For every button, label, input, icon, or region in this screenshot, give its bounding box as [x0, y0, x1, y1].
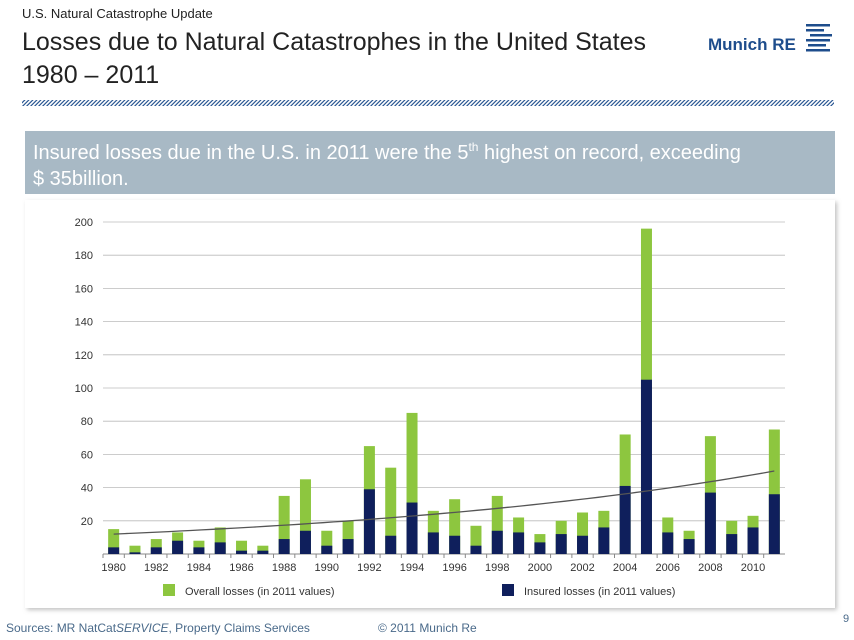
- y-tick-label: 60: [81, 449, 93, 461]
- bar: [449, 535, 461, 554]
- x-tick-label: 2004: [613, 562, 637, 574]
- bar: [577, 512, 589, 554]
- legend-label: Overall losses (in 2011 values): [185, 586, 335, 598]
- y-tick-label: 40: [81, 483, 93, 495]
- x-tick-label: 2000: [528, 562, 552, 574]
- bar: [363, 489, 375, 554]
- bar: [257, 550, 269, 554]
- bar: [236, 550, 248, 554]
- x-tick-label: 1998: [485, 562, 509, 574]
- title: 1980 – 2011: [22, 61, 159, 89]
- bar: [406, 502, 418, 554]
- bar: [491, 495, 503, 554]
- bar: [640, 379, 652, 554]
- title: Losses due to Natural Catastrophes in th…: [22, 28, 646, 56]
- bar: [108, 547, 120, 554]
- bar: [129, 552, 141, 554]
- bar: [108, 529, 120, 554]
- bar: [619, 485, 631, 554]
- trend-line: [113, 470, 775, 535]
- source: Sources: MR NatCatSERVICE, Property Clai…: [6, 621, 310, 635]
- bar: [577, 535, 589, 554]
- bar: [513, 532, 525, 554]
- x-tick-label: 1982: [144, 562, 168, 574]
- banner-text: $ 35billion.: [33, 168, 129, 190]
- bar: [342, 539, 354, 554]
- bar: [214, 527, 226, 554]
- divider: [22, 100, 834, 106]
- bar: [193, 547, 205, 554]
- bar: [150, 547, 162, 554]
- copyright: © 2011 Munich Re: [378, 621, 477, 635]
- bar: [534, 542, 546, 554]
- x-tick-label: 1988: [272, 562, 296, 574]
- y-tick-label: 180: [75, 250, 93, 262]
- bar: [299, 530, 311, 554]
- bar: [129, 545, 141, 554]
- logo: Munich RE: [708, 35, 796, 54]
- x-tick-label: 1990: [315, 562, 339, 574]
- bar: [768, 429, 780, 554]
- bar: [662, 532, 674, 554]
- x-tick-label: 1980: [101, 562, 125, 574]
- bar: [172, 540, 184, 554]
- x-tick-label: 2002: [570, 562, 594, 574]
- bar: [385, 467, 397, 554]
- y-tick-label: 140: [75, 317, 93, 329]
- legend-swatch: [163, 584, 175, 596]
- bar: [257, 545, 269, 554]
- x-tick-label: 1996: [442, 562, 466, 574]
- y-tick-label: 120: [75, 350, 93, 362]
- bar: [385, 535, 397, 554]
- y-tick-label: 160: [75, 283, 93, 295]
- page-number: 9: [843, 613, 849, 625]
- x-tick-label: 2008: [698, 562, 722, 574]
- bar: [278, 539, 290, 554]
- y-tick-label: 20: [81, 516, 93, 528]
- x-tick-label: 1992: [357, 562, 381, 574]
- legend-label: Insured losses (in 2011 values): [524, 586, 675, 598]
- x-tick-label: 1984: [187, 562, 211, 574]
- bar: [342, 520, 354, 554]
- y-tick-label: 100: [75, 383, 93, 395]
- bar: [683, 539, 695, 554]
- banner: [25, 131, 835, 194]
- bar: [598, 527, 610, 554]
- logo-icon: [806, 24, 832, 52]
- bar: [427, 532, 439, 554]
- bar: [470, 545, 482, 554]
- bar: [726, 534, 738, 554]
- bar: [321, 530, 333, 554]
- bar: [449, 499, 461, 554]
- bar: [491, 530, 503, 554]
- bar: [768, 494, 780, 554]
- bar: [555, 534, 567, 554]
- banner-text: Insured losses due in the U.S. in 2011 w…: [33, 140, 741, 164]
- y-tick-label: 80: [81, 416, 93, 428]
- bar: [321, 545, 333, 554]
- bar: [747, 527, 759, 554]
- y-tick-label: 200: [75, 217, 93, 229]
- bar: [299, 479, 311, 554]
- x-tick-label: 1986: [229, 562, 253, 574]
- bar: [236, 540, 248, 554]
- x-tick-label: 1994: [400, 562, 424, 574]
- x-tick-label: 2006: [656, 562, 680, 574]
- legend-swatch: [502, 584, 514, 596]
- x-tick-label: 2010: [741, 562, 765, 574]
- bar: [406, 412, 418, 554]
- bar: [214, 542, 226, 554]
- bar: [704, 492, 716, 554]
- bar: [470, 525, 482, 554]
- bar: [150, 539, 162, 554]
- kicker: U.S. Natural Catastrophe Update: [22, 6, 213, 21]
